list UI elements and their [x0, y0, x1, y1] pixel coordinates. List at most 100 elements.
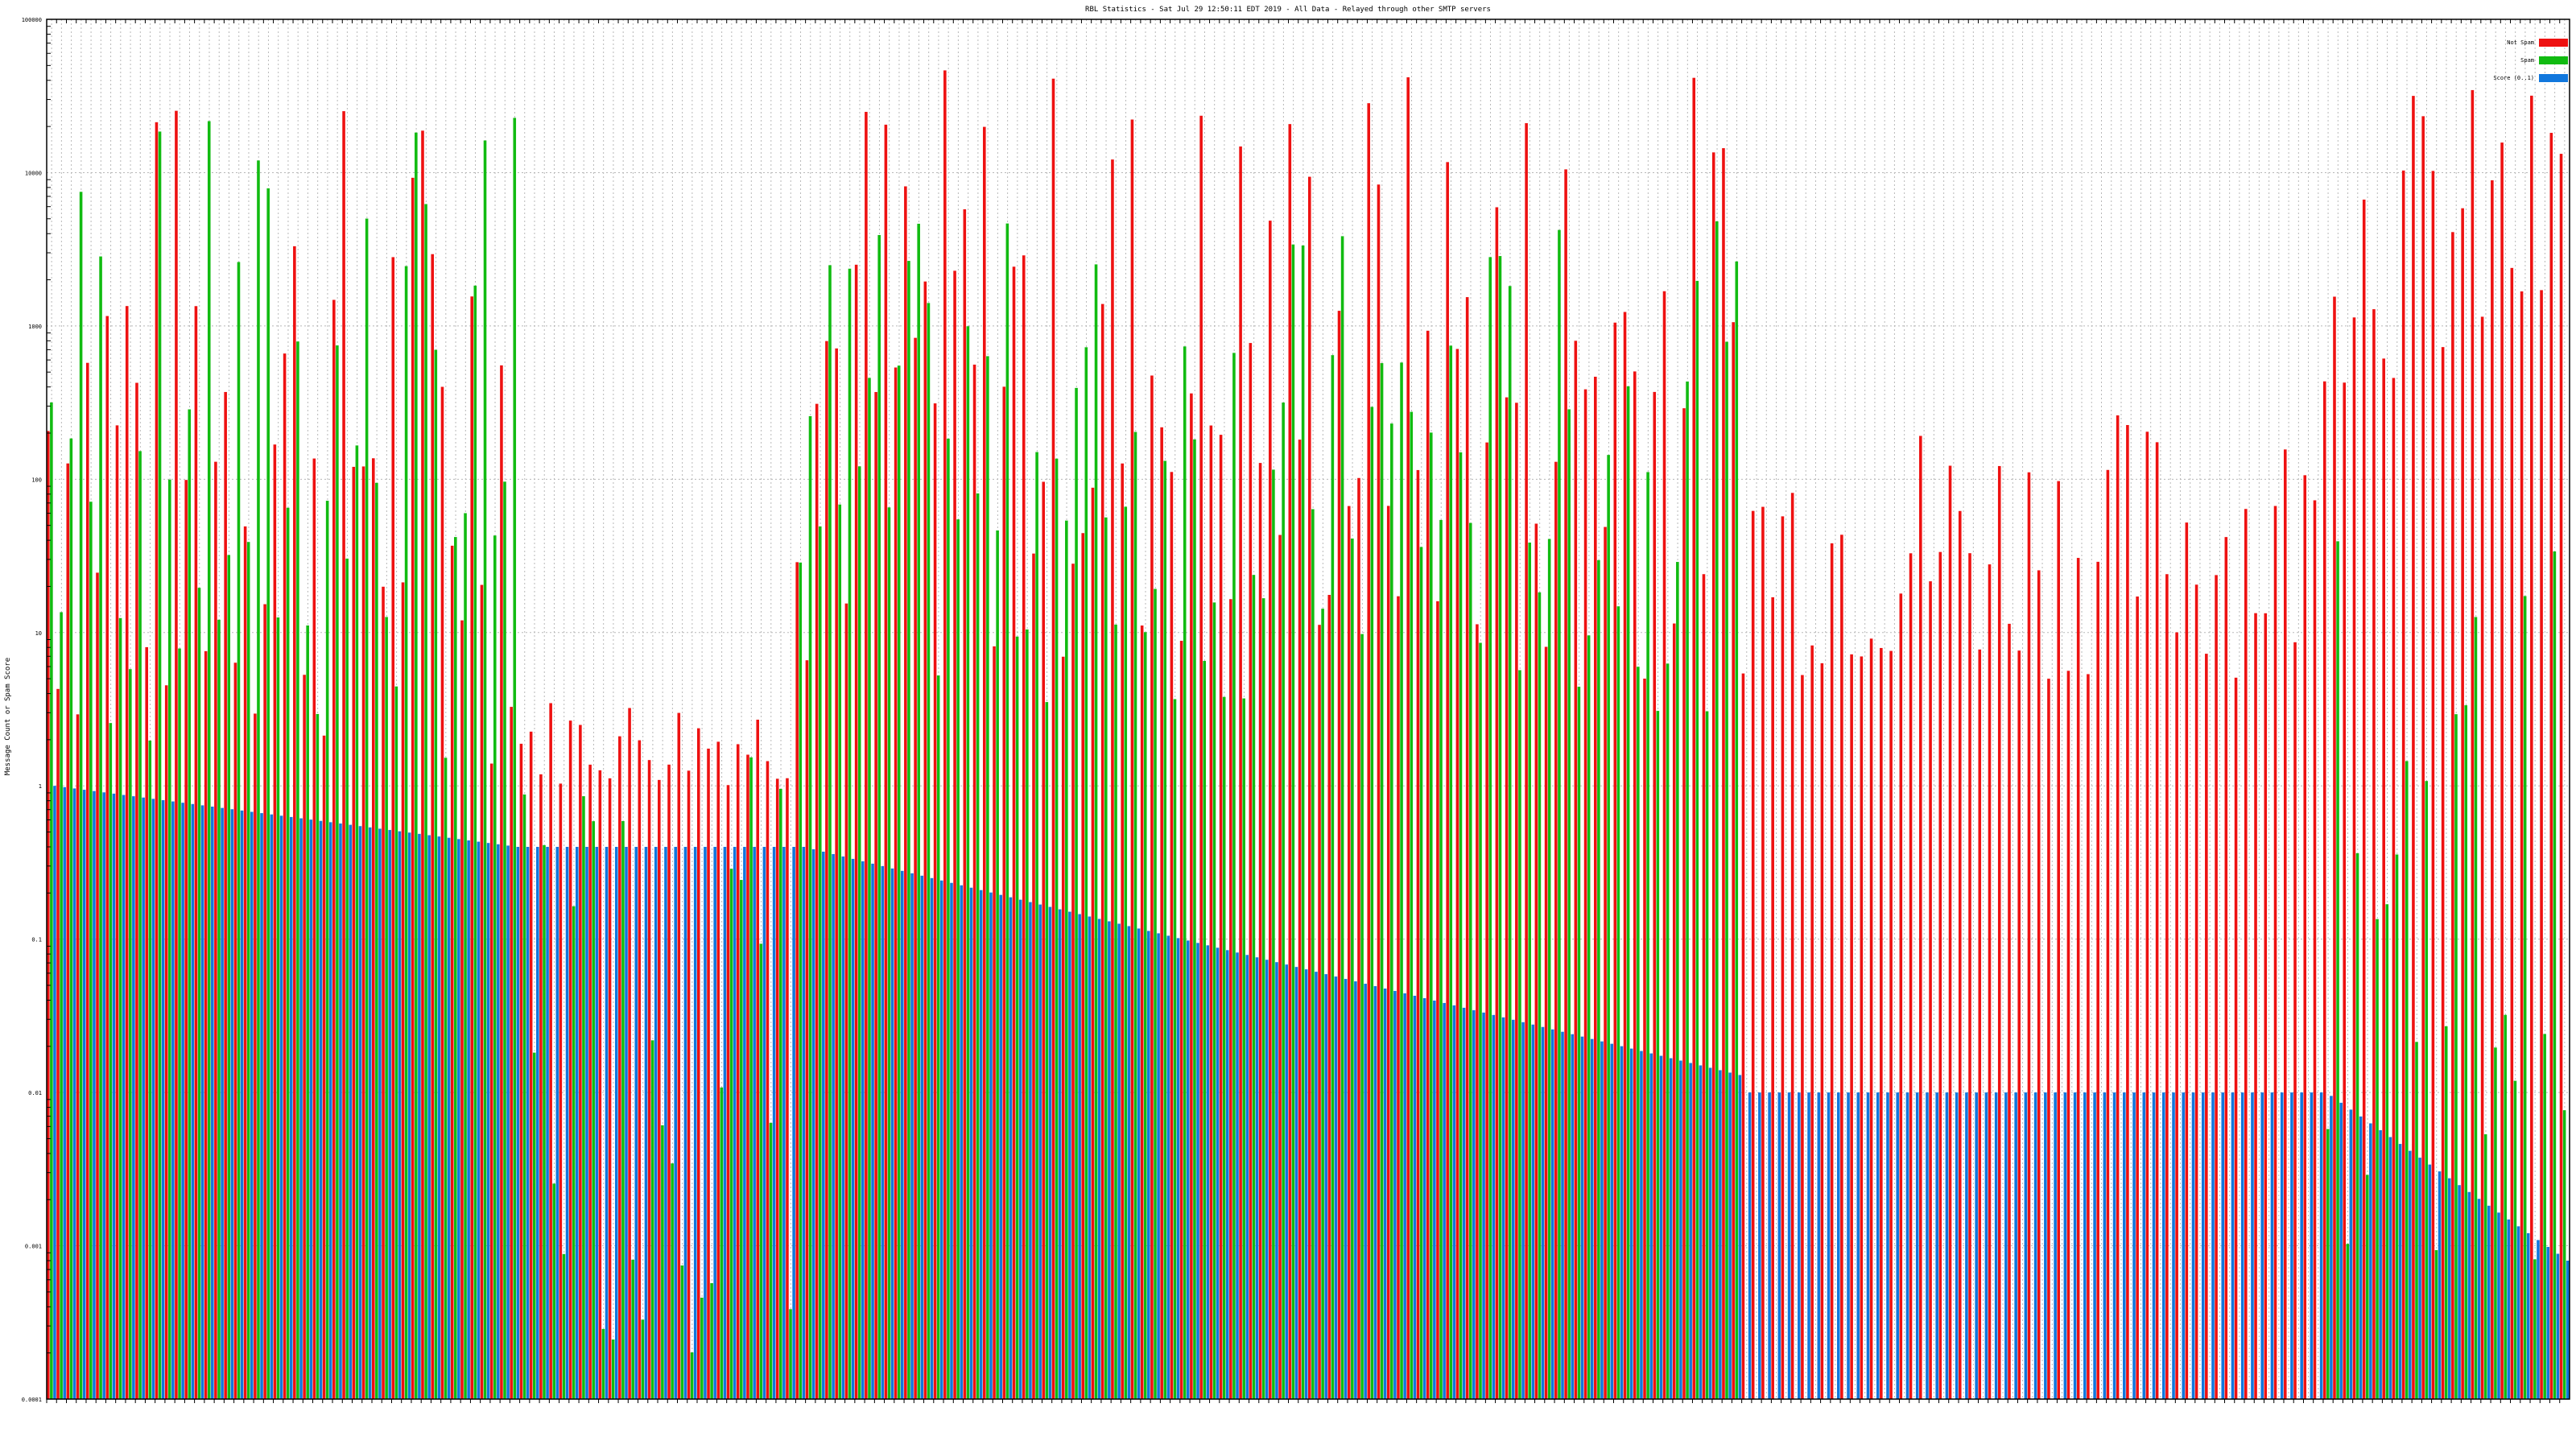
notspam-bar [707, 748, 710, 1399]
notspam-bar [361, 466, 365, 1400]
score-bar [1275, 962, 1278, 1399]
score-bar [930, 877, 934, 1399]
score-bar [1994, 1092, 1998, 1399]
notspam-bar [1594, 376, 1597, 1399]
spam-bar [1558, 229, 1561, 1399]
score-bar [526, 847, 530, 1399]
notspam-bar [894, 367, 898, 1399]
spam-bar [956, 519, 960, 1400]
spam-bar [2395, 854, 2399, 1399]
spam-bar [415, 132, 418, 1400]
score-bar [1758, 1092, 1761, 1399]
score-bar [861, 861, 865, 1399]
score-bar [2201, 1092, 2205, 1399]
spam-bar [779, 788, 782, 1399]
notspam-bar [972, 364, 976, 1400]
score-bar [536, 847, 539, 1399]
score-bar [2231, 1092, 2235, 1399]
legend-label: Not Spam [2507, 39, 2534, 46]
notspam-bar [2401, 170, 2405, 1399]
score-bar [1492, 1014, 1496, 1399]
score-bar [1945, 1092, 1949, 1399]
notspam-bar [440, 386, 444, 1399]
notspam-bar [865, 111, 868, 1400]
spam-bar [178, 648, 181, 1399]
score-bar [1659, 1055, 1663, 1399]
spam-bar [1084, 347, 1088, 1400]
spam-bar [1686, 381, 1689, 1399]
spam-bar [1656, 711, 1660, 1399]
y-tick-label: 0.1 [31, 937, 42, 943]
spam-bar [89, 502, 93, 1399]
notspam-bar [2530, 95, 2533, 1400]
spam-bar [592, 821, 595, 1399]
notspam-bar [1643, 679, 1646, 1399]
notspam-bar [983, 126, 986, 1400]
notspam-bar [1386, 506, 1390, 1400]
score-bar [2526, 1232, 2530, 1399]
score-bar [743, 847, 746, 1399]
notspam-bar [1465, 297, 1469, 1400]
notspam-bar [2520, 291, 2524, 1399]
score-bar [2054, 1092, 2057, 1399]
score-bar [2428, 1164, 2432, 1399]
spam-bar [1646, 472, 1649, 1400]
notspam-bar [1830, 543, 1834, 1400]
y-tick-label: 0.01 [28, 1090, 42, 1096]
spam-bar [2355, 852, 2359, 1399]
notspam-bar [687, 770, 691, 1399]
score-bar [2409, 1150, 2412, 1399]
score-bar [979, 890, 983, 1399]
score-bar [1285, 964, 1289, 1399]
spam-bar [1695, 280, 1699, 1399]
spam-bar [138, 451, 142, 1399]
notspam-bar [1909, 553, 1913, 1399]
notspam-bar [993, 646, 996, 1399]
spam-bar [1429, 432, 1433, 1399]
score-bar [1443, 1002, 1446, 1399]
notspam-bar [2224, 537, 2228, 1399]
score-bar [920, 875, 924, 1399]
spam-bar [690, 1352, 694, 1399]
notspam-bar [805, 660, 809, 1399]
spam-bar [720, 1087, 724, 1399]
spam-bar [671, 1163, 674, 1399]
notspam-bar [1100, 303, 1104, 1399]
notspam-bar [2540, 290, 2543, 1399]
score-bar [693, 847, 697, 1399]
score-bar [427, 835, 431, 1399]
spam-bar [1666, 663, 1670, 1399]
spam-bar [404, 266, 408, 1400]
score-bar [772, 847, 776, 1399]
score-bar [2319, 1092, 2323, 1399]
notspam-bar [332, 299, 336, 1399]
notspam-bar [1337, 311, 1341, 1400]
notspam-bar [1968, 553, 1971, 1400]
score-bar [733, 847, 737, 1399]
score-bar [2398, 1144, 2402, 1399]
spam-bar [1035, 452, 1038, 1399]
notspam-bar [1801, 675, 1804, 1399]
spam-bar [1124, 506, 1128, 1400]
spam-bar [2405, 761, 2409, 1399]
score-bar [1482, 1012, 1485, 1399]
spam-bar [1528, 542, 1531, 1399]
score-bar [704, 847, 707, 1399]
score-bar [2063, 1092, 2067, 1399]
score-bar [614, 847, 618, 1399]
spam-bar [1567, 409, 1571, 1400]
score-bar [1856, 1092, 1860, 1399]
notspam-bar [647, 760, 651, 1399]
score-bar [1225, 950, 1229, 1399]
score-bar [1541, 1026, 1545, 1399]
spam-bar [799, 562, 803, 1399]
spam-bar [1212, 602, 1216, 1399]
spam-bar [464, 513, 467, 1400]
spam-bar [1154, 588, 1157, 1399]
score-bar [1501, 1017, 1505, 1399]
spam-bar [325, 501, 329, 1399]
notspam-bar [667, 764, 671, 1399]
score-bar [969, 887, 973, 1399]
score-bar [2211, 1092, 2215, 1399]
chart-title: RBL Statistics - Sat Jul 29 12:50:11 EDT… [1085, 6, 1491, 14]
